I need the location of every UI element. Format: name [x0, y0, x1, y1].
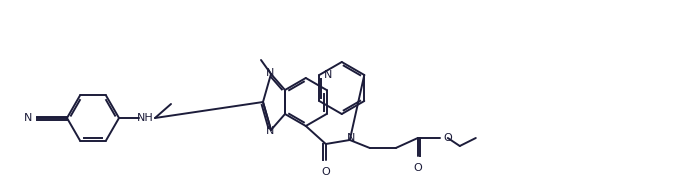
- Text: N: N: [324, 70, 333, 80]
- Text: NH: NH: [137, 113, 153, 123]
- Text: O: O: [321, 167, 330, 177]
- Text: O: O: [444, 133, 452, 143]
- Text: O: O: [414, 163, 422, 173]
- Text: N: N: [24, 113, 32, 123]
- Text: N: N: [346, 133, 355, 143]
- Text: N: N: [266, 68, 274, 78]
- Text: N: N: [266, 126, 274, 136]
